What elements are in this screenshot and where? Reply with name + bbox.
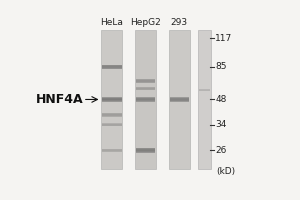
Bar bbox=[169, 97, 189, 98]
Bar bbox=[169, 100, 189, 101]
Text: 34: 34 bbox=[215, 120, 227, 129]
Bar bbox=[102, 150, 122, 151]
Bar bbox=[169, 98, 189, 99]
Bar bbox=[102, 115, 122, 116]
Text: 293: 293 bbox=[171, 18, 188, 27]
Bar bbox=[102, 100, 122, 101]
Bar bbox=[102, 149, 122, 150]
Bar bbox=[102, 151, 122, 152]
Bar bbox=[102, 67, 122, 68]
Text: 26: 26 bbox=[215, 146, 227, 155]
Bar bbox=[102, 66, 122, 67]
Bar bbox=[135, 30, 156, 169]
Bar bbox=[102, 101, 122, 102]
Bar bbox=[102, 97, 122, 98]
Text: (kD): (kD) bbox=[216, 167, 236, 176]
Bar bbox=[136, 149, 155, 150]
Bar bbox=[136, 89, 155, 90]
Bar bbox=[169, 99, 189, 100]
Bar bbox=[136, 88, 155, 89]
Bar bbox=[136, 100, 155, 101]
Bar bbox=[136, 151, 155, 152]
Text: HeLa: HeLa bbox=[100, 18, 123, 27]
Bar bbox=[102, 116, 122, 117]
Bar bbox=[102, 125, 122, 126]
Text: HepG2: HepG2 bbox=[130, 18, 161, 27]
Bar bbox=[169, 30, 190, 169]
Bar bbox=[102, 123, 122, 124]
Bar bbox=[136, 150, 155, 151]
Bar bbox=[102, 65, 122, 66]
Bar bbox=[102, 99, 122, 100]
Bar bbox=[101, 30, 122, 169]
Bar bbox=[102, 98, 122, 99]
Bar bbox=[136, 101, 155, 102]
Bar bbox=[136, 81, 155, 82]
Bar bbox=[199, 90, 210, 91]
Bar bbox=[136, 152, 155, 153]
Text: 85: 85 bbox=[215, 62, 227, 71]
Bar bbox=[136, 80, 155, 81]
Bar bbox=[102, 114, 122, 115]
Bar bbox=[136, 98, 155, 99]
Bar bbox=[136, 82, 155, 83]
Bar bbox=[136, 87, 155, 88]
Bar bbox=[136, 148, 155, 149]
Text: 117: 117 bbox=[215, 34, 232, 43]
Bar bbox=[136, 79, 155, 80]
Bar bbox=[136, 97, 155, 98]
Bar bbox=[102, 68, 122, 69]
Bar bbox=[102, 124, 122, 125]
Bar bbox=[198, 30, 211, 169]
Bar bbox=[136, 99, 155, 100]
Bar bbox=[102, 113, 122, 114]
Text: 48: 48 bbox=[215, 95, 227, 104]
Text: HNF4A: HNF4A bbox=[36, 93, 83, 106]
Bar bbox=[199, 89, 210, 90]
Bar bbox=[169, 101, 189, 102]
